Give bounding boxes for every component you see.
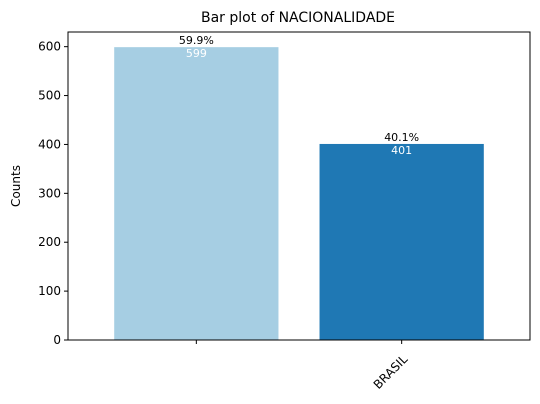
- x-tick-label: BRASIL: [371, 352, 411, 392]
- bar-count-label: 401: [391, 144, 412, 157]
- bar-percent-label: 40.1%: [384, 131, 419, 144]
- bar-percent-label: 59.9%: [179, 34, 214, 47]
- y-tick-label: 400: [38, 137, 61, 151]
- plot-area: 59.9%599 40.1%401 BRASIL 0 100 200 300 400 500 60…: [38, 31, 531, 392]
- y-tick-label: 500: [38, 89, 61, 103]
- bar-1: [319, 143, 484, 340]
- y-tick-label: 100: [38, 284, 61, 298]
- chart-title: Bar plot of NACIONALIDADE: [201, 10, 395, 26]
- y-axis-label: Counts: [9, 165, 23, 207]
- y-tick-label: 300: [38, 186, 61, 200]
- bar-count-label: 599: [186, 47, 207, 60]
- y-tick-label: 600: [38, 40, 61, 54]
- bar-0: [114, 47, 279, 341]
- y-tick-label: 0: [53, 333, 61, 347]
- plot-frame: [67, 31, 531, 341]
- y-tick-label: 200: [38, 235, 61, 249]
